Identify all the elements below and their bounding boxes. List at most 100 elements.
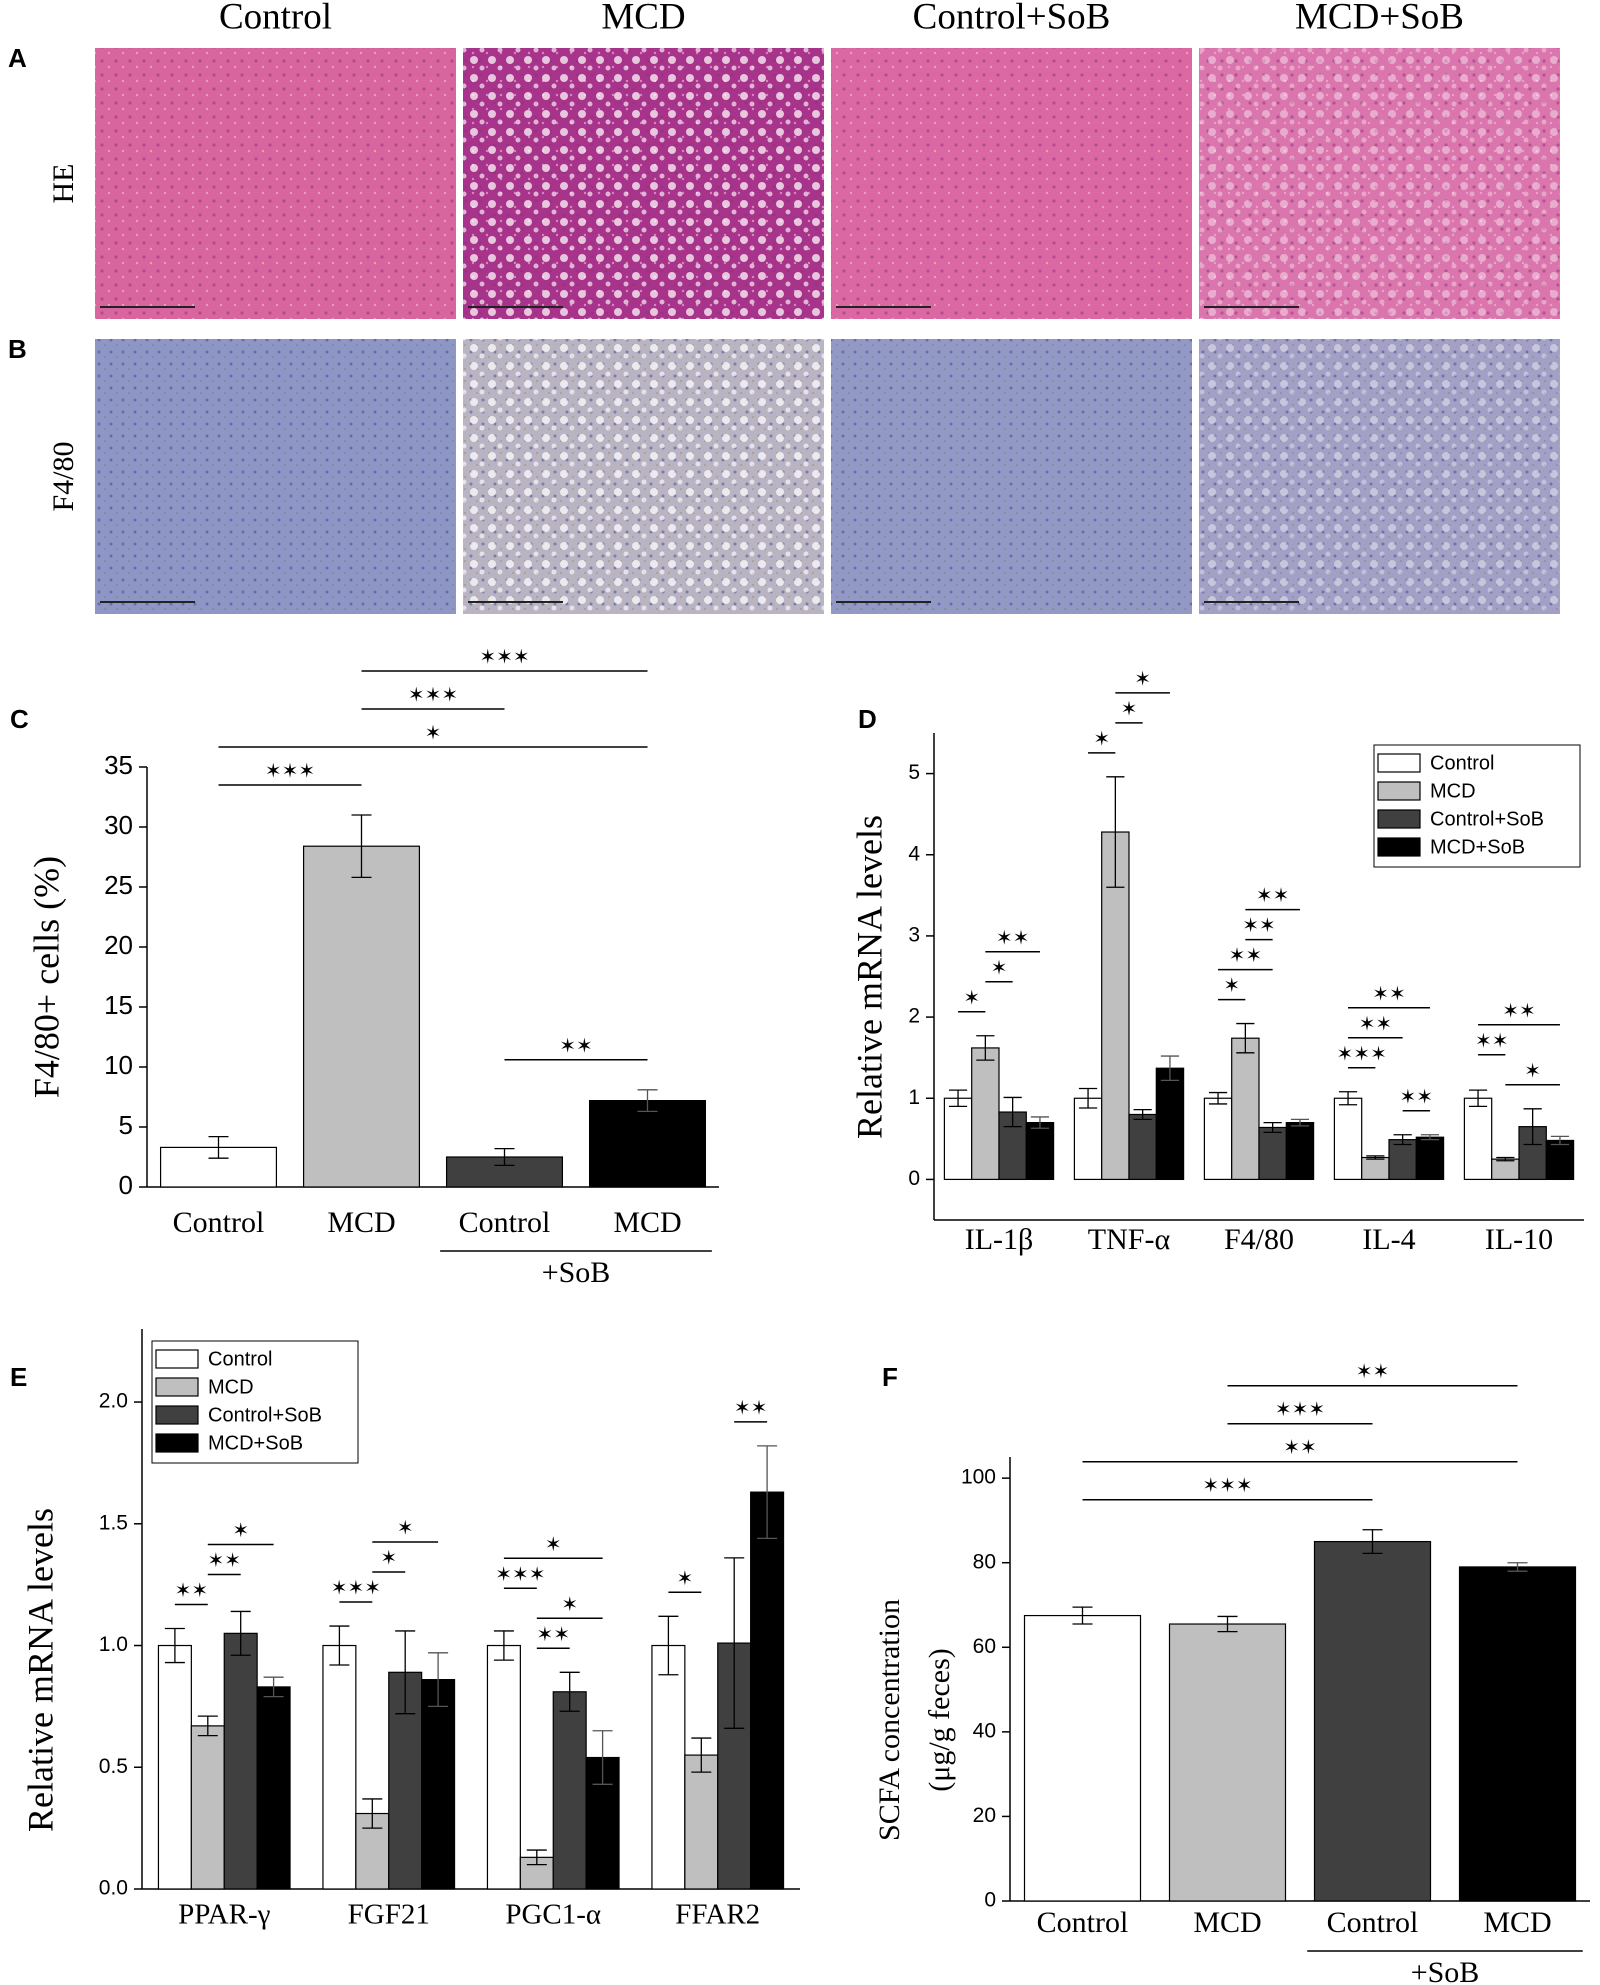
y-tick-label: 1.0 bbox=[99, 1633, 128, 1656]
error-bar bbox=[526, 1849, 547, 1866]
error-bar bbox=[691, 1737, 712, 1773]
bar bbox=[1023, 1614, 1142, 1902]
y-tick-label: 80 bbox=[973, 1550, 996, 1573]
error-bar bbox=[1160, 1055, 1180, 1082]
significance-label: ✶✶✶ bbox=[495, 1562, 545, 1586]
y-axis-label: SCFA concentration bbox=[873, 1599, 906, 1841]
error-bar bbox=[1078, 1087, 1098, 1109]
error-bar bbox=[976, 1035, 995, 1061]
significance-label: ✶✶ bbox=[1400, 1084, 1434, 1108]
y-tick-label: 1.5 bbox=[99, 1511, 128, 1534]
row-label: HE bbox=[47, 164, 80, 204]
error-bar bbox=[197, 1715, 218, 1737]
x-tick-label: TNF-α bbox=[1088, 1223, 1171, 1256]
significance-label: ✶ bbox=[1121, 696, 1138, 720]
bar bbox=[588, 1099, 707, 1188]
y-tick-label: 0.5 bbox=[99, 1755, 128, 1778]
panel-label: B bbox=[8, 334, 27, 364]
error-bar bbox=[948, 1089, 968, 1108]
bar bbox=[302, 845, 421, 1188]
y-tick-label: 40 bbox=[973, 1719, 996, 1742]
panel-label: A bbox=[8, 43, 27, 73]
error-bar bbox=[1393, 1134, 1412, 1146]
error-bar bbox=[1523, 1108, 1542, 1146]
significance-label: ✶ bbox=[963, 985, 980, 1009]
significance-label: ✶✶ bbox=[1502, 998, 1536, 1022]
significance-label: ✶✶ bbox=[1372, 981, 1406, 1005]
bar bbox=[1168, 1623, 1287, 1902]
bar bbox=[1361, 1156, 1390, 1181]
micrograph-texture bbox=[831, 48, 1192, 319]
y-axis-label: Relative mRNA levels bbox=[20, 1508, 60, 1832]
y-tick-label: 0.0 bbox=[99, 1877, 128, 1900]
legend-swatch bbox=[155, 1433, 199, 1453]
significance-label: ✶✶ bbox=[536, 1622, 570, 1646]
significance-label: ✶✶ bbox=[1229, 943, 1263, 967]
y-tick-label: 10 bbox=[104, 1050, 133, 1080]
bar bbox=[971, 1047, 1000, 1181]
bar bbox=[1458, 1566, 1577, 1902]
bar bbox=[486, 1644, 521, 1890]
bar bbox=[1101, 831, 1130, 1181]
x-tick-label: Control bbox=[459, 1206, 551, 1239]
bar bbox=[1155, 1067, 1185, 1181]
figure-root: Control MCD Control+SoB MCD+SoBAHEBF4/80CF4… bbox=[8, 0, 1590, 1985]
significance-label: ✶✶ bbox=[1242, 913, 1276, 937]
significance-label: ✶✶✶ bbox=[1202, 1473, 1252, 1497]
y-axis-label: Relative mRNA levels bbox=[849, 815, 889, 1139]
y-tick-label: 100 bbox=[961, 1466, 996, 1489]
error-bar bbox=[1507, 1562, 1528, 1572]
bar bbox=[1545, 1139, 1575, 1181]
bar bbox=[256, 1686, 291, 1890]
legend-label: Control bbox=[208, 1348, 272, 1370]
bar bbox=[943, 1097, 973, 1181]
error-bar bbox=[1496, 1156, 1515, 1162]
column-header: Control bbox=[219, 0, 332, 37]
bar bbox=[1415, 1136, 1445, 1181]
significance-label: ✶ bbox=[1093, 726, 1110, 750]
error-bar bbox=[395, 1630, 416, 1715]
y-tick-label: 2.0 bbox=[99, 1390, 128, 1413]
error-bar bbox=[1420, 1134, 1440, 1141]
bar bbox=[157, 1644, 192, 1890]
y-tick-label: 4 bbox=[908, 842, 920, 865]
micrograph-texture bbox=[463, 48, 824, 319]
significance-label: ✶✶ bbox=[1256, 883, 1290, 907]
significance-label: ✶ bbox=[425, 721, 442, 745]
significance-label: ✶✶✶ bbox=[408, 683, 458, 707]
x-tick-label: Control bbox=[173, 1206, 265, 1239]
significance-label: ✶✶✶ bbox=[265, 759, 315, 783]
x-tick-label: F4/80 bbox=[1224, 1223, 1294, 1256]
significance-label: ✶ bbox=[232, 1518, 249, 1542]
error-bar bbox=[1236, 1022, 1255, 1054]
error-bar bbox=[164, 1627, 185, 1664]
x-tick-label: PPAR-γ bbox=[178, 1899, 271, 1931]
significance-label: ✶ bbox=[561, 1592, 578, 1616]
micrograph-texture bbox=[1199, 339, 1560, 614]
legend-swatch bbox=[155, 1377, 199, 1397]
significance-label: ✶ bbox=[1524, 1058, 1541, 1082]
error-bar bbox=[1290, 1118, 1310, 1127]
legend-label: MCD bbox=[208, 1376, 254, 1398]
y-tick-label: 35 bbox=[104, 750, 133, 780]
significance-label: ✶ bbox=[676, 1566, 693, 1590]
x-tick-label: IL-1β bbox=[965, 1223, 1034, 1256]
legend-label: Control+SoB bbox=[1430, 808, 1544, 830]
x-tick-label: MCD bbox=[1483, 1906, 1551, 1939]
micrograph-texture bbox=[831, 339, 1192, 614]
significance-label: ✶✶ bbox=[1359, 1011, 1393, 1035]
y-tick-label: 0 bbox=[119, 1170, 133, 1200]
x-tick-label: PGC1-α bbox=[505, 1899, 601, 1931]
x-tick-label: MCD bbox=[613, 1206, 681, 1239]
error-bar bbox=[1366, 1155, 1385, 1160]
legend-label: Control+SoB bbox=[208, 1404, 322, 1426]
y-tick-label: 20 bbox=[973, 1804, 996, 1827]
group-label: +SoB bbox=[1411, 1956, 1480, 1985]
significance-label: ✶ bbox=[397, 1516, 414, 1540]
column-header: MCD+SoB bbox=[1295, 0, 1464, 37]
legend-swatch bbox=[1377, 781, 1421, 801]
error-bar bbox=[1217, 1615, 1238, 1633]
error-bar bbox=[637, 1089, 658, 1113]
y-tick-label: 15 bbox=[104, 990, 133, 1020]
